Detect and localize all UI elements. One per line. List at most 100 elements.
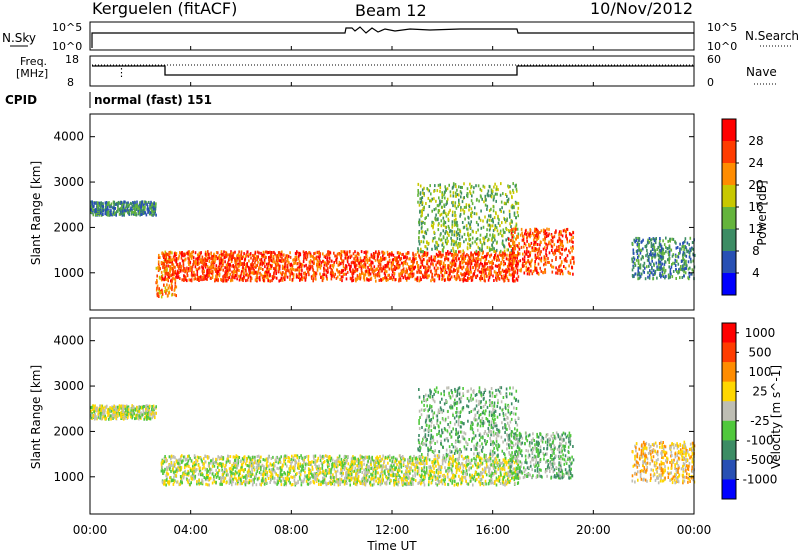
power-colorbar-swatch xyxy=(722,251,736,274)
power-cell xyxy=(424,275,427,279)
power-cell xyxy=(171,251,173,255)
power-cell xyxy=(534,255,537,259)
power-cell xyxy=(480,274,482,278)
power-cell xyxy=(151,202,153,206)
power-cell xyxy=(455,259,458,263)
velocity-cell xyxy=(127,412,130,416)
power-cell xyxy=(560,263,562,267)
power-cell xyxy=(268,260,270,264)
power-cell xyxy=(442,253,444,257)
power-cell xyxy=(632,251,635,255)
power-cell xyxy=(515,261,518,265)
power-cell xyxy=(681,267,683,271)
power-cell xyxy=(296,268,299,272)
freq-panel-frame xyxy=(89,55,695,87)
power-cell xyxy=(391,252,393,256)
power-cell xyxy=(347,255,350,259)
power-cell xyxy=(493,279,495,282)
power-cell xyxy=(476,274,479,278)
velocity-cell xyxy=(104,414,106,418)
power-cell xyxy=(277,251,280,255)
power-cell xyxy=(440,270,442,274)
power-cell xyxy=(449,229,452,233)
power-cell xyxy=(485,267,488,271)
power-cell xyxy=(445,254,447,258)
power-cell xyxy=(422,207,424,211)
power-cell xyxy=(561,243,564,246)
power-cell xyxy=(151,203,153,207)
power-cell xyxy=(212,270,214,274)
power-cell xyxy=(671,275,674,279)
power-cell xyxy=(408,266,410,270)
power-cell xyxy=(458,185,460,189)
power-cell xyxy=(203,274,205,278)
velocity-cell xyxy=(152,407,154,411)
velocity-cell xyxy=(232,480,234,484)
power-cell xyxy=(367,273,370,277)
power-cell xyxy=(475,220,478,224)
velocity-cell xyxy=(100,409,102,412)
power-cell xyxy=(419,265,422,269)
power-cell xyxy=(514,256,516,260)
power-cell xyxy=(490,191,493,195)
power-cell xyxy=(275,262,278,266)
power-cell xyxy=(180,252,182,256)
power-cell xyxy=(244,268,247,272)
power-cell xyxy=(569,261,572,265)
power-cell xyxy=(367,265,369,269)
power-cell xyxy=(682,253,684,257)
power-cell xyxy=(510,273,512,277)
power-cell xyxy=(429,265,431,269)
power-cell xyxy=(191,251,193,254)
power-cell xyxy=(461,235,463,239)
power-cell xyxy=(530,259,533,263)
velocity-cell xyxy=(101,407,104,411)
power-cell xyxy=(663,251,666,255)
power-cell xyxy=(232,256,235,259)
power-cell xyxy=(292,276,295,280)
velocity-cell xyxy=(130,413,133,417)
power-cell xyxy=(566,259,568,263)
power-cell xyxy=(522,257,524,261)
power-cell xyxy=(215,257,217,261)
power-cell xyxy=(458,198,460,202)
power-cell xyxy=(454,210,456,214)
power-cell xyxy=(254,251,257,255)
freq-label-2: [MHz] xyxy=(16,67,48,80)
power-cell xyxy=(123,208,126,212)
power-cell xyxy=(502,270,505,274)
power-cell xyxy=(299,272,301,276)
power-cell xyxy=(421,263,424,267)
power-cell xyxy=(459,214,461,218)
power-cell xyxy=(360,259,362,263)
power-cell xyxy=(684,253,686,257)
power-cell xyxy=(156,286,158,290)
power-cell xyxy=(633,257,636,261)
power-cell xyxy=(439,199,441,203)
power-cell xyxy=(282,276,284,280)
power-cell xyxy=(160,261,163,264)
power-cell xyxy=(229,266,231,269)
power-cell xyxy=(365,258,367,262)
power-cell xyxy=(454,262,457,266)
power-cell xyxy=(308,260,311,264)
power-cell xyxy=(545,231,548,235)
power-cell xyxy=(152,207,155,211)
power-cell xyxy=(268,256,270,259)
velocity-cell xyxy=(237,463,239,467)
velocity-cell xyxy=(513,467,515,471)
power-cell xyxy=(294,259,297,263)
power-cell xyxy=(335,276,338,280)
power-cell xyxy=(488,209,491,213)
power-cell xyxy=(513,253,515,257)
power-cell xyxy=(278,253,280,257)
power-cell xyxy=(331,269,334,273)
power-cell xyxy=(463,182,465,186)
power-cell xyxy=(370,255,373,259)
velocity-cell xyxy=(393,479,395,483)
power-cell xyxy=(497,274,499,278)
power-cell xyxy=(102,202,104,206)
power-cell xyxy=(538,247,541,251)
power-cell xyxy=(161,292,164,296)
power-cell xyxy=(464,272,467,276)
